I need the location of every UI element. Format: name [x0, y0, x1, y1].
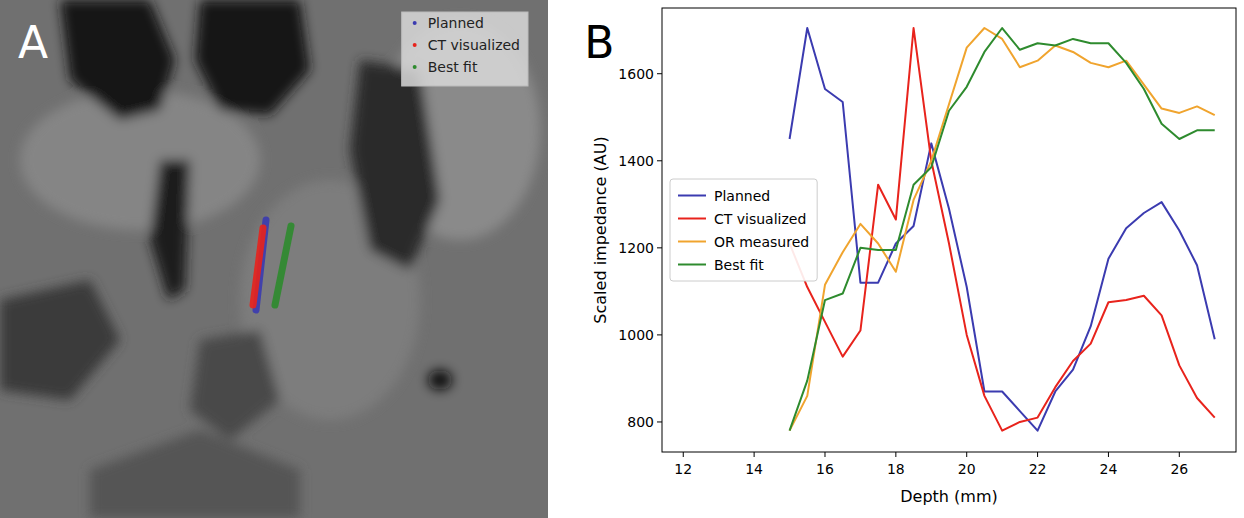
panel-letter: A: [18, 17, 48, 68]
y-tick: [657, 247, 662, 248]
legend: Planned CT visualized OR measured Best fit: [670, 179, 817, 281]
chart-panel: 12 14 16 18 20 22 24 26 800 1000 1200 1400 1600 Depth…: [584, 8, 1236, 506]
legend-marker: [413, 43, 417, 47]
legend-swatch: [678, 241, 706, 243]
series-line: [790, 28, 1215, 431]
figure: A Planned CT visualized Best fit 12 14 16 18 20 2…: [0, 0, 1244, 518]
mri-background: [0, 0, 548, 518]
legend-label: Planned: [428, 15, 484, 31]
mri-dark-region: [0, 280, 120, 400]
plot-frame: [662, 8, 1236, 452]
x-tick-label: 22: [1029, 461, 1047, 477]
x-tick-label: 24: [1100, 461, 1118, 477]
mri-ventricle: [60, 0, 175, 120]
legend-label: Planned: [714, 188, 770, 204]
y-tick-label: 800: [627, 414, 654, 430]
image-panel: A Planned CT visualized Best fit: [0, 0, 548, 518]
y-tick-label: 1200: [618, 240, 654, 256]
x-tick: [1037, 452, 1038, 457]
mri-dark-region: [190, 330, 280, 440]
y-tick: [657, 73, 662, 74]
x-tick: [754, 452, 755, 457]
x-tick: [895, 452, 896, 457]
y-axis-title: Scaled impedance (AU): [591, 136, 610, 323]
mri-dark-region: [90, 430, 300, 518]
x-tick: [966, 452, 967, 457]
legend-frame: [402, 12, 528, 86]
y-tick: [657, 421, 662, 422]
x-tick-label: 26: [1170, 461, 1188, 477]
panel-letter: B: [584, 17, 614, 68]
x-tick-label: 12: [674, 461, 692, 477]
mri-image: [0, 0, 548, 518]
trajectory: [253, 228, 263, 305]
x-tick-label: 14: [745, 461, 763, 477]
legend-label: CT visualized: [714, 211, 806, 227]
y-tick-label: 1600: [618, 66, 654, 82]
legend-swatch: [678, 218, 706, 220]
mri-ventricle: [195, 0, 310, 115]
x-tick: [1108, 452, 1109, 457]
legend-swatch: [678, 264, 706, 266]
mri-dark-region: [350, 60, 440, 270]
y-tick-label: 1400: [618, 153, 654, 169]
legend-marker: [413, 65, 417, 69]
x-axis-title: Depth (mm): [900, 487, 997, 506]
x-tick-label: 18: [887, 461, 905, 477]
y-tick: [657, 160, 662, 161]
plot-lines: [790, 28, 1215, 431]
series-line: [790, 28, 1215, 431]
series-line: [790, 28, 1215, 431]
legend-label: Best fit: [428, 59, 478, 75]
x-tick: [824, 452, 825, 457]
mri-structures: [0, 0, 540, 518]
x-tick-label: 20: [958, 461, 976, 477]
legend-label: OR measured: [714, 234, 809, 250]
legend-swatch: [678, 195, 706, 197]
x-tick: [683, 452, 684, 457]
mri-ventricle: [150, 160, 190, 300]
mri-dark-spot: [428, 370, 452, 390]
y-tick: [657, 334, 662, 335]
legend-label: CT visualized: [428, 37, 520, 53]
legend-marker: [413, 21, 417, 25]
legend-label: Best fit: [714, 257, 764, 273]
y-tick-label: 1000: [618, 327, 654, 343]
image-legend: Planned CT visualized Best fit: [402, 12, 528, 86]
x-tick-label: 16: [816, 461, 834, 477]
x-tick: [1179, 452, 1180, 457]
trajectory: [275, 226, 291, 305]
series-line: [790, 28, 1215, 431]
legend-frame: [670, 179, 817, 281]
